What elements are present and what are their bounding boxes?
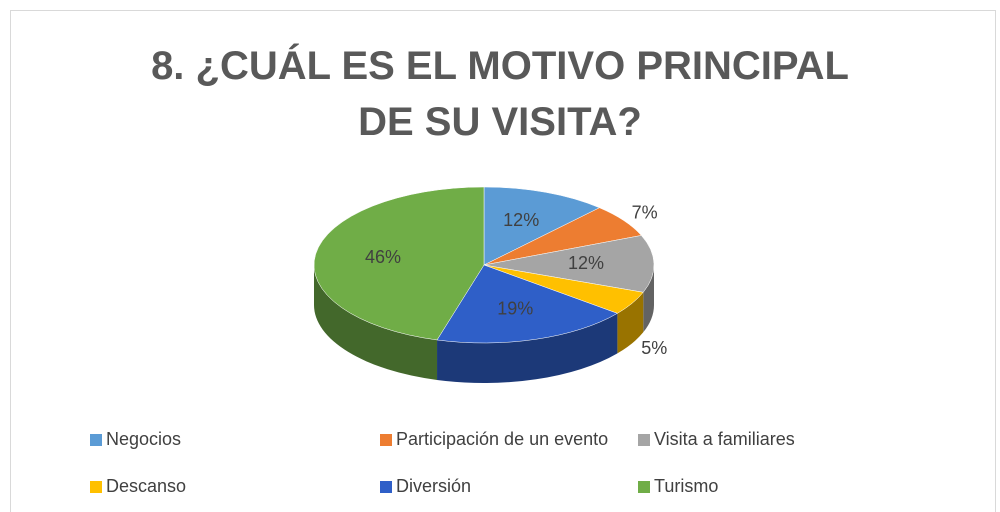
data-label: 46%: [365, 247, 401, 267]
pie-slice: [436, 264, 618, 344]
pie-slice: [313, 186, 485, 341]
pie-slice: [483, 235, 655, 293]
pie-side: [617, 292, 644, 354]
legend-marker: [380, 434, 392, 446]
legend-label: Visita a familiares: [654, 429, 795, 449]
legend-label: Descanso: [106, 476, 186, 496]
data-label: 12%: [568, 253, 604, 273]
legend-marker: [90, 481, 102, 493]
legend-marker: [90, 434, 102, 446]
data-label: 7%: [632, 203, 658, 223]
pie-side: [437, 313, 618, 384]
legend-label: Diversión: [396, 476, 471, 496]
pie-side: [314, 265, 438, 380]
data-label: 19%: [497, 298, 533, 318]
legend-marker: [638, 481, 650, 493]
legend-label: Negocios: [106, 429, 181, 449]
data-label: 12%: [503, 210, 539, 230]
pie-side: [643, 265, 654, 333]
legend-label: Turismo: [654, 476, 718, 496]
chart-frame: [10, 10, 996, 512]
legend-label: Participación de un evento: [396, 429, 608, 449]
pie-slice: [483, 186, 601, 266]
data-label: 5%: [641, 338, 667, 358]
legend-marker: [380, 481, 392, 493]
legend-marker: [638, 434, 650, 446]
chart-title: 8. ¿CUÁL ES EL MOTIVO PRINCIPAL DE SU VI…: [151, 44, 849, 144]
